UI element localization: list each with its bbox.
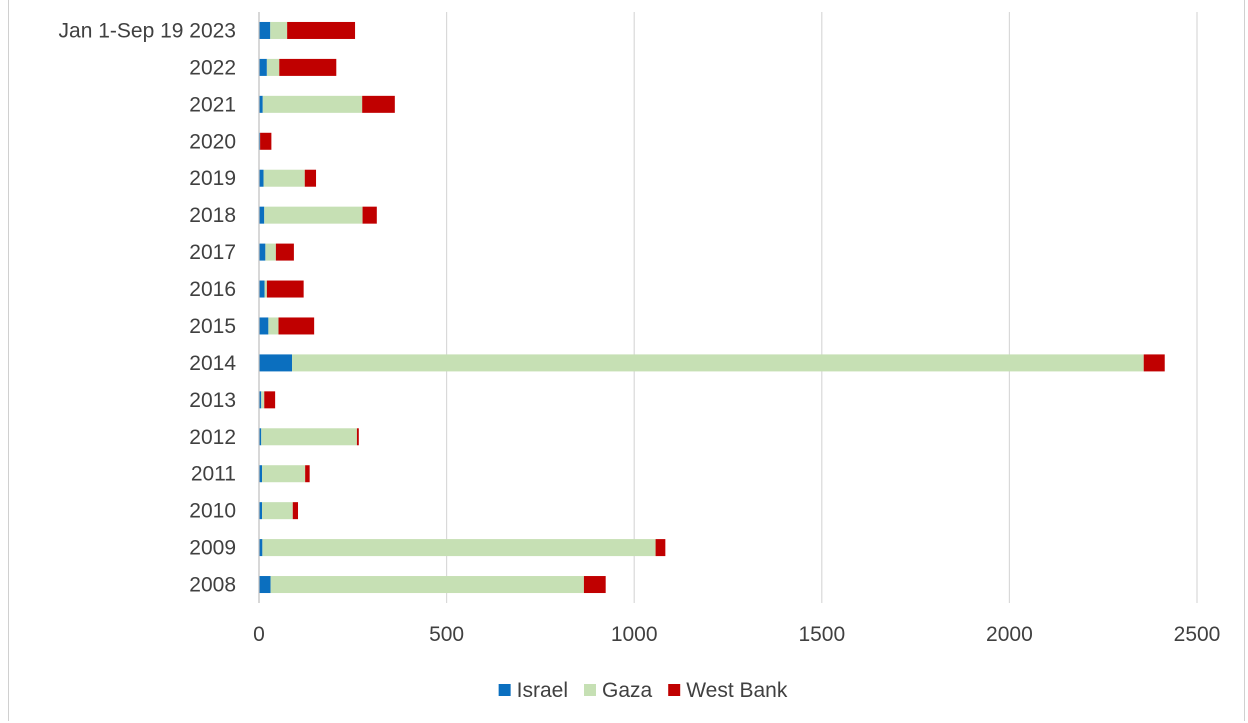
bar-israel-8 (259, 317, 269, 335)
bar-israel-4 (259, 169, 264, 187)
legend-swatch-gaza (584, 684, 596, 696)
bar-israel-15 (259, 576, 271, 594)
legend: Israel Gaza West Bank (498, 679, 788, 702)
x-tick-label: 2500 (1174, 623, 1221, 646)
bar-israel-9 (259, 354, 293, 372)
x-tick-label: 2000 (986, 623, 1033, 646)
bar-israel-14 (259, 539, 263, 557)
bar-west-bank-5 (362, 206, 377, 224)
bar-gaza-13 (262, 502, 293, 520)
bar-gaza-15 (270, 576, 584, 594)
x-tick-label: 500 (429, 623, 464, 646)
bar-west-bank-0 (287, 21, 356, 39)
legend-swatch-israel (498, 684, 511, 696)
bar-gaza-12 (262, 465, 306, 483)
bar-west-bank-10 (264, 391, 276, 409)
category-label: 2015 (189, 315, 236, 338)
category-label: 2019 (189, 167, 236, 190)
bar-gaza-1 (266, 58, 280, 76)
bar-gaza-0 (270, 21, 288, 39)
category-label: 2014 (189, 352, 236, 375)
bar-israel-2 (259, 95, 263, 113)
bar-israel-11 (259, 428, 262, 446)
bar-west-bank-4 (304, 169, 317, 187)
bar-israel-1 (259, 58, 267, 76)
bar-israel-13 (259, 502, 263, 520)
bar-israel-0 (259, 21, 271, 39)
bar-israel-10 (259, 391, 262, 409)
category-label: 2013 (189, 389, 236, 412)
x-tick-label: 1000 (611, 623, 658, 646)
bar-gaza-6 (265, 243, 276, 261)
category-label: 2022 (189, 56, 236, 79)
bar-west-bank-15 (583, 576, 606, 594)
category-label: Jan 1-Sep 19 2023 (59, 19, 236, 42)
x-tick-label: 1500 (798, 623, 845, 646)
legend-label-gaza: Gaza (602, 679, 653, 702)
bar-gaza-8 (268, 317, 279, 335)
category-label: 2020 (189, 130, 236, 153)
bar-gaza-9 (292, 354, 1144, 372)
legend-swatch-west-bank (668, 684, 681, 696)
category-label: 2021 (189, 93, 236, 116)
chart-frame (8, 0, 1245, 721)
bar-west-bank-1 (279, 58, 337, 76)
bar-gaza-10 (261, 391, 265, 409)
tick-labels: 0 500 1000 1500 2000 2500 (253, 623, 1220, 646)
bar-gaza-7 (264, 280, 267, 298)
bar-west-bank-13 (292, 502, 299, 520)
bars (259, 21, 1165, 594)
bar-west-bank-7 (266, 280, 304, 298)
category-label: 2018 (189, 204, 236, 227)
bar-israel-6 (259, 243, 266, 261)
bar-west-bank-11 (356, 428, 359, 446)
x-tick-label: 0 (253, 623, 265, 646)
legend-label-israel: Israel (517, 679, 568, 702)
category-label: 2017 (189, 241, 236, 264)
bar-west-bank-14 (655, 539, 666, 557)
bar-west-bank-9 (1143, 354, 1165, 372)
bar-gaza-11 (261, 428, 357, 446)
category-labels: Jan 1-Sep 19 2023 2022 2021 2020 2019 2018 201… (59, 19, 237, 596)
bar-gaza-4 (263, 169, 305, 187)
bar-gaza-5 (264, 206, 363, 224)
bar-west-bank-2 (362, 95, 395, 113)
bar-west-bank-3 (260, 132, 272, 150)
category-label: 2008 (189, 574, 236, 597)
category-label: 2011 (191, 463, 236, 486)
category-label: 2010 (189, 500, 236, 523)
gridlines (446, 12, 1198, 603)
bar-gaza-2 (262, 95, 363, 113)
bar-gaza-14 (262, 539, 656, 557)
bar-israel-7 (259, 280, 265, 298)
category-label: 2012 (189, 426, 236, 449)
bar-west-bank-12 (305, 465, 310, 483)
bar-israel-12 (259, 465, 263, 483)
legend-label-west-bank: West Bank (686, 679, 788, 702)
bar-israel-5 (259, 206, 265, 224)
bar-west-bank-8 (278, 317, 315, 335)
category-label: 2009 (189, 537, 236, 560)
category-label: 2016 (189, 278, 236, 301)
bar-west-bank-6 (275, 243, 294, 261)
